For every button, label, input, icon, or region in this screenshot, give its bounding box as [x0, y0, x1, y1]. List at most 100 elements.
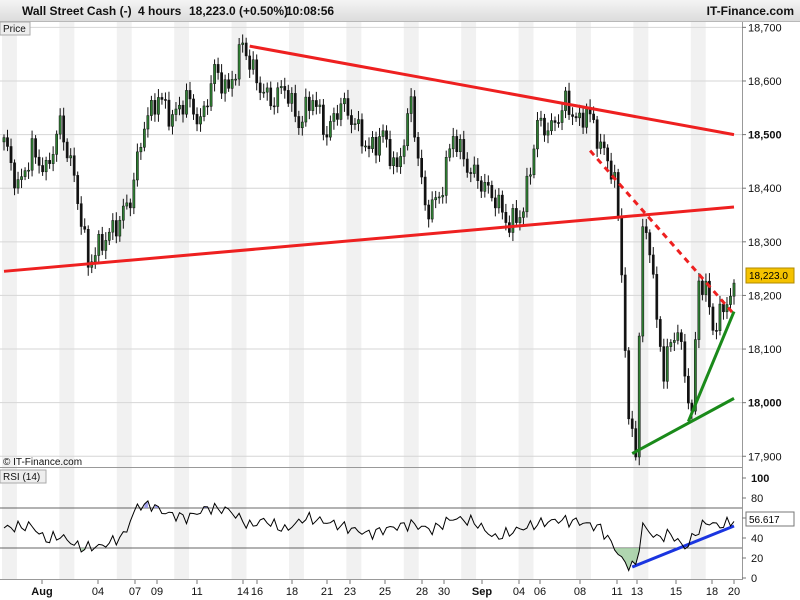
candle: [216, 57, 220, 80]
instrument-title: Wall Street Cash (-): [22, 4, 132, 18]
candle: [76, 171, 80, 210]
candle: [346, 89, 350, 120]
candle: [290, 87, 294, 112]
day-band: [289, 22, 304, 580]
candle: [374, 131, 378, 164]
day-band: [346, 22, 362, 580]
x-tick-label: 11: [191, 586, 202, 598]
candle: [539, 110, 543, 127]
candle: [72, 147, 76, 183]
candle: [146, 107, 150, 138]
candle: [55, 130, 58, 162]
candle: [276, 82, 280, 114]
rsi-line: [3, 500, 735, 572]
candle: [683, 333, 687, 383]
candle: [532, 144, 536, 179]
candle: [525, 167, 529, 218]
last-price-change: 18,223.0 (+0.50%): [189, 4, 289, 18]
candle: [185, 83, 188, 118]
candle: [708, 273, 711, 315]
candle: [41, 157, 44, 176]
red-trendline: [249, 44, 735, 137]
candle: [546, 122, 550, 144]
day-band: [231, 22, 247, 580]
candle: [48, 152, 51, 169]
candle: [202, 101, 206, 122]
brand-label: IT-Finance.com: [706, 4, 794, 18]
candle: [381, 124, 385, 143]
candle: [529, 167, 532, 185]
candle: [350, 109, 353, 134]
candle: [536, 112, 539, 158]
rsi-value-badge: 56.617: [745, 511, 795, 527]
candle: [578, 104, 581, 126]
candle: [265, 82, 269, 101]
day-band: [116, 22, 132, 580]
x-tick-label: 14: [237, 586, 249, 598]
candle: [444, 150, 448, 204]
rsi-tick-label: 100: [751, 473, 769, 485]
x-tick-label: 11: [611, 586, 622, 598]
candle: [620, 208, 624, 283]
candle: [255, 54, 259, 91]
x-tick-label: 09: [151, 586, 163, 598]
candle: [128, 198, 132, 217]
rsi-tick-label: 20: [751, 553, 763, 565]
price-tick-label: 18,400: [748, 183, 782, 195]
green-trendline: [631, 397, 735, 455]
candle: [97, 230, 101, 264]
candle: [627, 347, 631, 425]
candle: [409, 88, 413, 123]
day-band: [403, 22, 419, 580]
price-tick-label: 17,900: [748, 451, 782, 463]
x-tick-label: Sep: [472, 586, 492, 598]
x-tick-label: 28: [416, 586, 428, 598]
candle: [715, 322, 718, 340]
candle: [297, 110, 301, 135]
candle: [441, 186, 445, 204]
candle: [501, 190, 504, 220]
candle: [20, 168, 23, 189]
candle: [34, 135, 37, 164]
candle: [86, 225, 90, 276]
candle: [16, 171, 20, 194]
candle: [476, 158, 480, 189]
candle: [293, 84, 297, 123]
candle: [662, 338, 666, 389]
day-band: [576, 22, 591, 580]
candle: [434, 190, 438, 209]
candle: [388, 130, 392, 170]
candle: [244, 37, 248, 61]
candle: [399, 147, 402, 174]
day-band: [174, 22, 190, 580]
svg-text:18,223.0: 18,223.0: [749, 271, 788, 282]
candle: [164, 92, 167, 109]
candle: [371, 131, 374, 153]
candle: [637, 332, 641, 466]
candle: [581, 105, 585, 135]
candle: [251, 51, 255, 75]
watermark: © IT-Finance.com: [3, 457, 82, 468]
candle: [658, 316, 662, 352]
candle: [37, 149, 41, 174]
candle: [378, 127, 381, 162]
candle: [209, 75, 213, 111]
candle: [550, 113, 553, 135]
candle: [665, 338, 669, 389]
candle: [213, 59, 216, 92]
candle: [269, 81, 273, 110]
candle: [567, 82, 571, 120]
candle: [258, 76, 262, 101]
candle: [62, 107, 66, 151]
candle: [318, 99, 322, 114]
candle: [602, 134, 606, 156]
candle: [107, 228, 111, 246]
candle: [178, 96, 181, 116]
x-tick-label: 06: [534, 586, 546, 598]
candle: [6, 129, 9, 152]
rsi-tick-label: 80: [751, 493, 763, 505]
candle: [672, 332, 676, 352]
x-tick-label: 25: [379, 586, 391, 598]
candle: [286, 84, 290, 107]
candle: [483, 173, 487, 198]
